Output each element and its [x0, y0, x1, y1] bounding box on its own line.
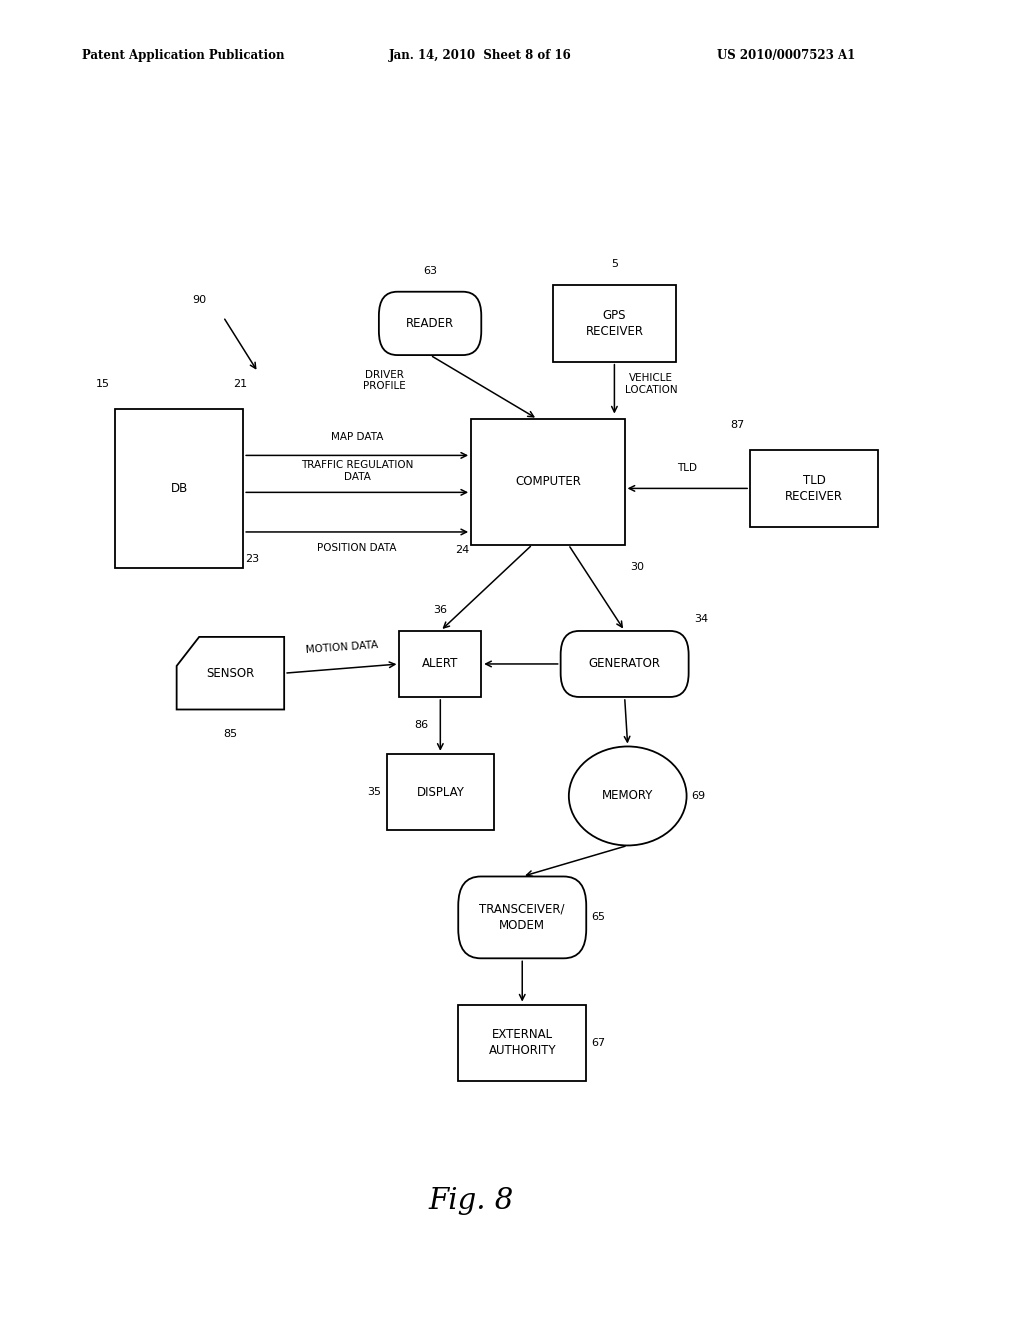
Text: 35: 35: [368, 787, 381, 797]
Text: MEMORY: MEMORY: [602, 789, 653, 803]
Bar: [553, 285, 676, 362]
Text: Patent Application Publication: Patent Application Publication: [82, 49, 285, 62]
Bar: [750, 450, 879, 527]
Bar: [459, 1005, 586, 1081]
Text: EXTERNAL
AUTHORITY: EXTERNAL AUTHORITY: [488, 1028, 556, 1057]
Text: 15: 15: [96, 379, 110, 389]
Text: US 2010/0007523 A1: US 2010/0007523 A1: [717, 49, 855, 62]
Text: 23: 23: [246, 554, 259, 565]
Text: GPS
RECEIVER: GPS RECEIVER: [586, 309, 643, 338]
Text: COMPUTER: COMPUTER: [515, 475, 581, 488]
Text: 5: 5: [611, 259, 617, 269]
Text: 67: 67: [592, 1038, 605, 1048]
Text: VEHICLE
LOCATION: VEHICLE LOCATION: [625, 374, 677, 395]
Text: 36: 36: [433, 605, 447, 615]
Bar: [399, 631, 481, 697]
Text: TLD
RECEIVER: TLD RECEIVER: [785, 474, 843, 503]
Text: 86: 86: [414, 721, 428, 730]
Text: TRAFFIC REGULATION
DATA: TRAFFIC REGULATION DATA: [301, 461, 414, 482]
Text: 63: 63: [423, 265, 437, 276]
Text: 85: 85: [223, 729, 238, 739]
Text: MAP DATA: MAP DATA: [331, 432, 383, 442]
Text: TLD: TLD: [677, 462, 697, 473]
Bar: [387, 754, 494, 830]
Bar: [115, 409, 244, 568]
Text: 87: 87: [731, 420, 745, 430]
Text: POSITION DATA: POSITION DATA: [317, 543, 397, 553]
Bar: [471, 420, 625, 544]
Text: READER: READER: [407, 317, 454, 330]
Text: MOTION DATA: MOTION DATA: [305, 640, 378, 655]
Text: 65: 65: [592, 912, 605, 923]
Text: DISPLAY: DISPLAY: [417, 785, 464, 799]
Text: Jan. 14, 2010  Sheet 8 of 16: Jan. 14, 2010 Sheet 8 of 16: [389, 49, 571, 62]
Text: SENSOR: SENSOR: [206, 667, 255, 680]
Text: GENERATOR: GENERATOR: [589, 657, 660, 671]
Text: ALERT: ALERT: [422, 657, 459, 671]
Text: DRIVER
PROFILE: DRIVER PROFILE: [362, 370, 406, 391]
Text: DB: DB: [171, 482, 187, 495]
Text: 69: 69: [692, 791, 706, 801]
Text: 34: 34: [694, 614, 708, 624]
Text: 30: 30: [630, 562, 644, 572]
Text: Fig. 8: Fig. 8: [428, 1187, 514, 1216]
Text: 90: 90: [193, 294, 207, 305]
Text: 21: 21: [232, 379, 247, 389]
Text: 24: 24: [455, 545, 469, 556]
Text: TRANSCEIVER/
MODEM: TRANSCEIVER/ MODEM: [479, 903, 565, 932]
